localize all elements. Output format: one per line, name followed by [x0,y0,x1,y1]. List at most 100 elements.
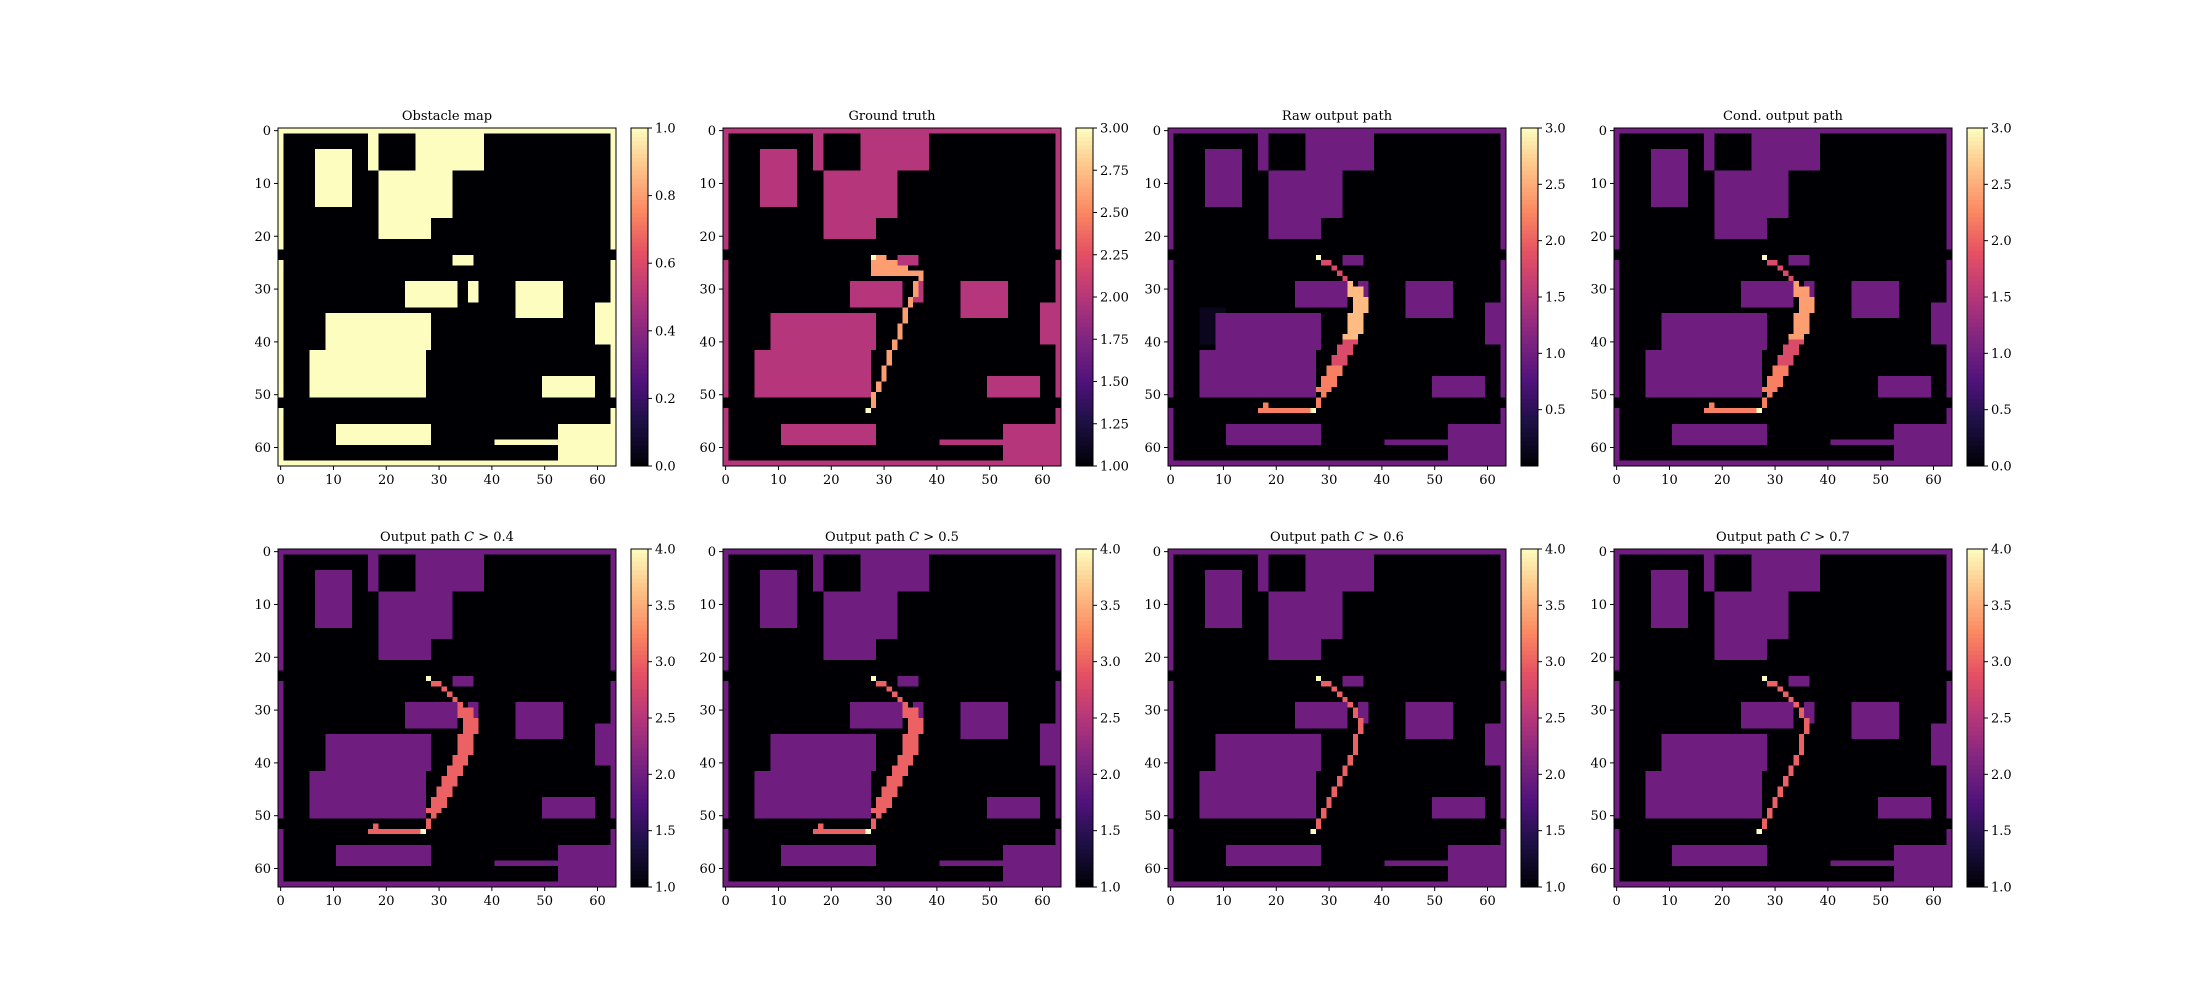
axes-frame [1167,127,1507,467]
heatmap-cell-run [425,791,437,798]
x-tick-label: 60 [1034,894,1051,909]
heatmap-cell-run [336,429,432,435]
heatmap-cell-run [367,149,379,155]
heatmap-cell-run [1268,196,1343,203]
heatmap-cell-run [378,617,453,624]
colorbar-segment [1967,309,1984,315]
heatmap-cell-run [1614,186,1620,192]
heatmap-cell-run [870,770,893,777]
heatmap-cell-run [1321,423,1449,430]
heatmap-cell-run [1687,164,1705,171]
colorbar-segment [631,153,648,158]
colorbar-segment [1076,599,1093,605]
colorbar-segment [631,553,648,558]
heatmap-cell-run [1268,180,1343,187]
heatmap-cell-run [1055,681,1062,687]
heatmap-cell-run [278,260,284,266]
heatmap-cell-run [723,739,729,745]
colorbar-segment [1076,153,1093,158]
colorbar-segment [631,254,648,260]
colorbar-segment [1076,730,1093,736]
heatmap-cell-run [1055,392,1062,398]
heatmap-cell-run [278,696,284,703]
heatmap-cell-run [1946,407,1953,414]
x-tick-label: 30 [876,894,893,909]
colorbar-segment [1967,709,1984,715]
heatmap-cell-run [1352,707,1359,714]
heatmap-cell-run [610,238,617,245]
heatmap-cell-run [1342,170,1502,176]
heatmap-cell-run [283,349,310,356]
heatmap-cell-run [351,575,369,581]
heatmap-cell-run [278,644,284,650]
colorbar-segment [1076,857,1093,863]
heatmap-cell-run [1342,186,1502,192]
heatmap-cell-run [728,570,761,576]
heatmap-cell-run [1614,554,1620,560]
heatmap-cell-run [309,791,427,798]
y-tick-label: 60 [699,441,716,456]
heatmap-cell-run [1946,791,1953,798]
heatmap-cell-run [1168,681,1174,687]
heatmap-cell-run [441,681,453,687]
heatmap-cell-run [1930,339,1953,345]
heatmap-cell-run [823,591,898,597]
heatmap-cell-run [728,776,755,782]
heatmap-cell-run [1614,344,1620,351]
heatmap-cell-run [1614,233,1620,240]
heatmap-cell-run [378,138,416,145]
heatmap-cell-run [1930,749,1953,756]
heatmap-cell-run [723,628,729,634]
heatmap-cell-run [1453,723,1486,729]
heatmap-cell-run [1168,164,1174,171]
heatmap-cell-run [515,733,564,740]
x-tick-label: 20 [378,894,395,909]
heatmap-cell-run [278,612,284,618]
heatmap-cell-run [1714,212,1789,219]
heatmap-cell-run [415,580,485,587]
heatmap-cell-run [283,175,316,182]
heatmap-cell-run [1173,654,1269,661]
heatmap-cell-run [860,585,930,592]
heatmap-cell-run [1761,813,1768,819]
colorbar-segment [631,364,648,370]
heatmap-cell-run [278,291,284,298]
heatmap-cell-run [1173,844,1227,851]
heatmap-cell-run [283,318,326,324]
heatmap-cell-run [1331,360,1348,366]
colorbar-segment [1521,574,1538,579]
heatmap-cell-run [796,164,814,171]
heatmap-cell-run [918,281,924,287]
heatmap-cell-run [278,423,284,430]
colorbar-tick-label: 3.5 [1991,599,2012,614]
heatmap-cell-run [897,786,1057,793]
colorbar-segment [1521,250,1538,256]
heatmap-cell-run [1199,307,1227,314]
heatmap-cell-run [796,149,814,155]
heatmap-cell-run [1946,217,1953,224]
heatmap-cell-run [1500,344,1507,351]
heatmap-cell-run [1294,281,1348,287]
heatmap-cell-run [1199,786,1317,793]
heatmap-cell-run [314,159,353,166]
heatmap-cell-run [483,564,612,571]
heatmap-cell-run [823,207,898,213]
heatmap-cell-run [1946,413,1953,419]
heatmap-cell-run [1687,186,1715,192]
heatmap-cell-run [1777,265,1784,271]
heatmap-cell-run [1614,686,1620,692]
colorbar-segment [1967,322,1984,327]
heatmap-cell-run [1168,133,1174,139]
heatmap-cell-run [823,559,861,566]
heatmap-cell-run [1055,786,1062,793]
y-tick-label: 50 [1590,809,1607,824]
heatmap-cell-run [1500,159,1507,166]
heatmap-cell-run [378,175,453,182]
heatmap-cell-run [283,802,310,809]
heatmap-cell-run [1751,159,1821,166]
colorbar-segment [1967,301,1984,306]
heatmap-cell-run [723,807,729,814]
heatmap-cell-run [1453,728,1486,735]
heatmap-cell-run [1619,765,1662,772]
y-tick-label: 40 [1590,335,1607,350]
